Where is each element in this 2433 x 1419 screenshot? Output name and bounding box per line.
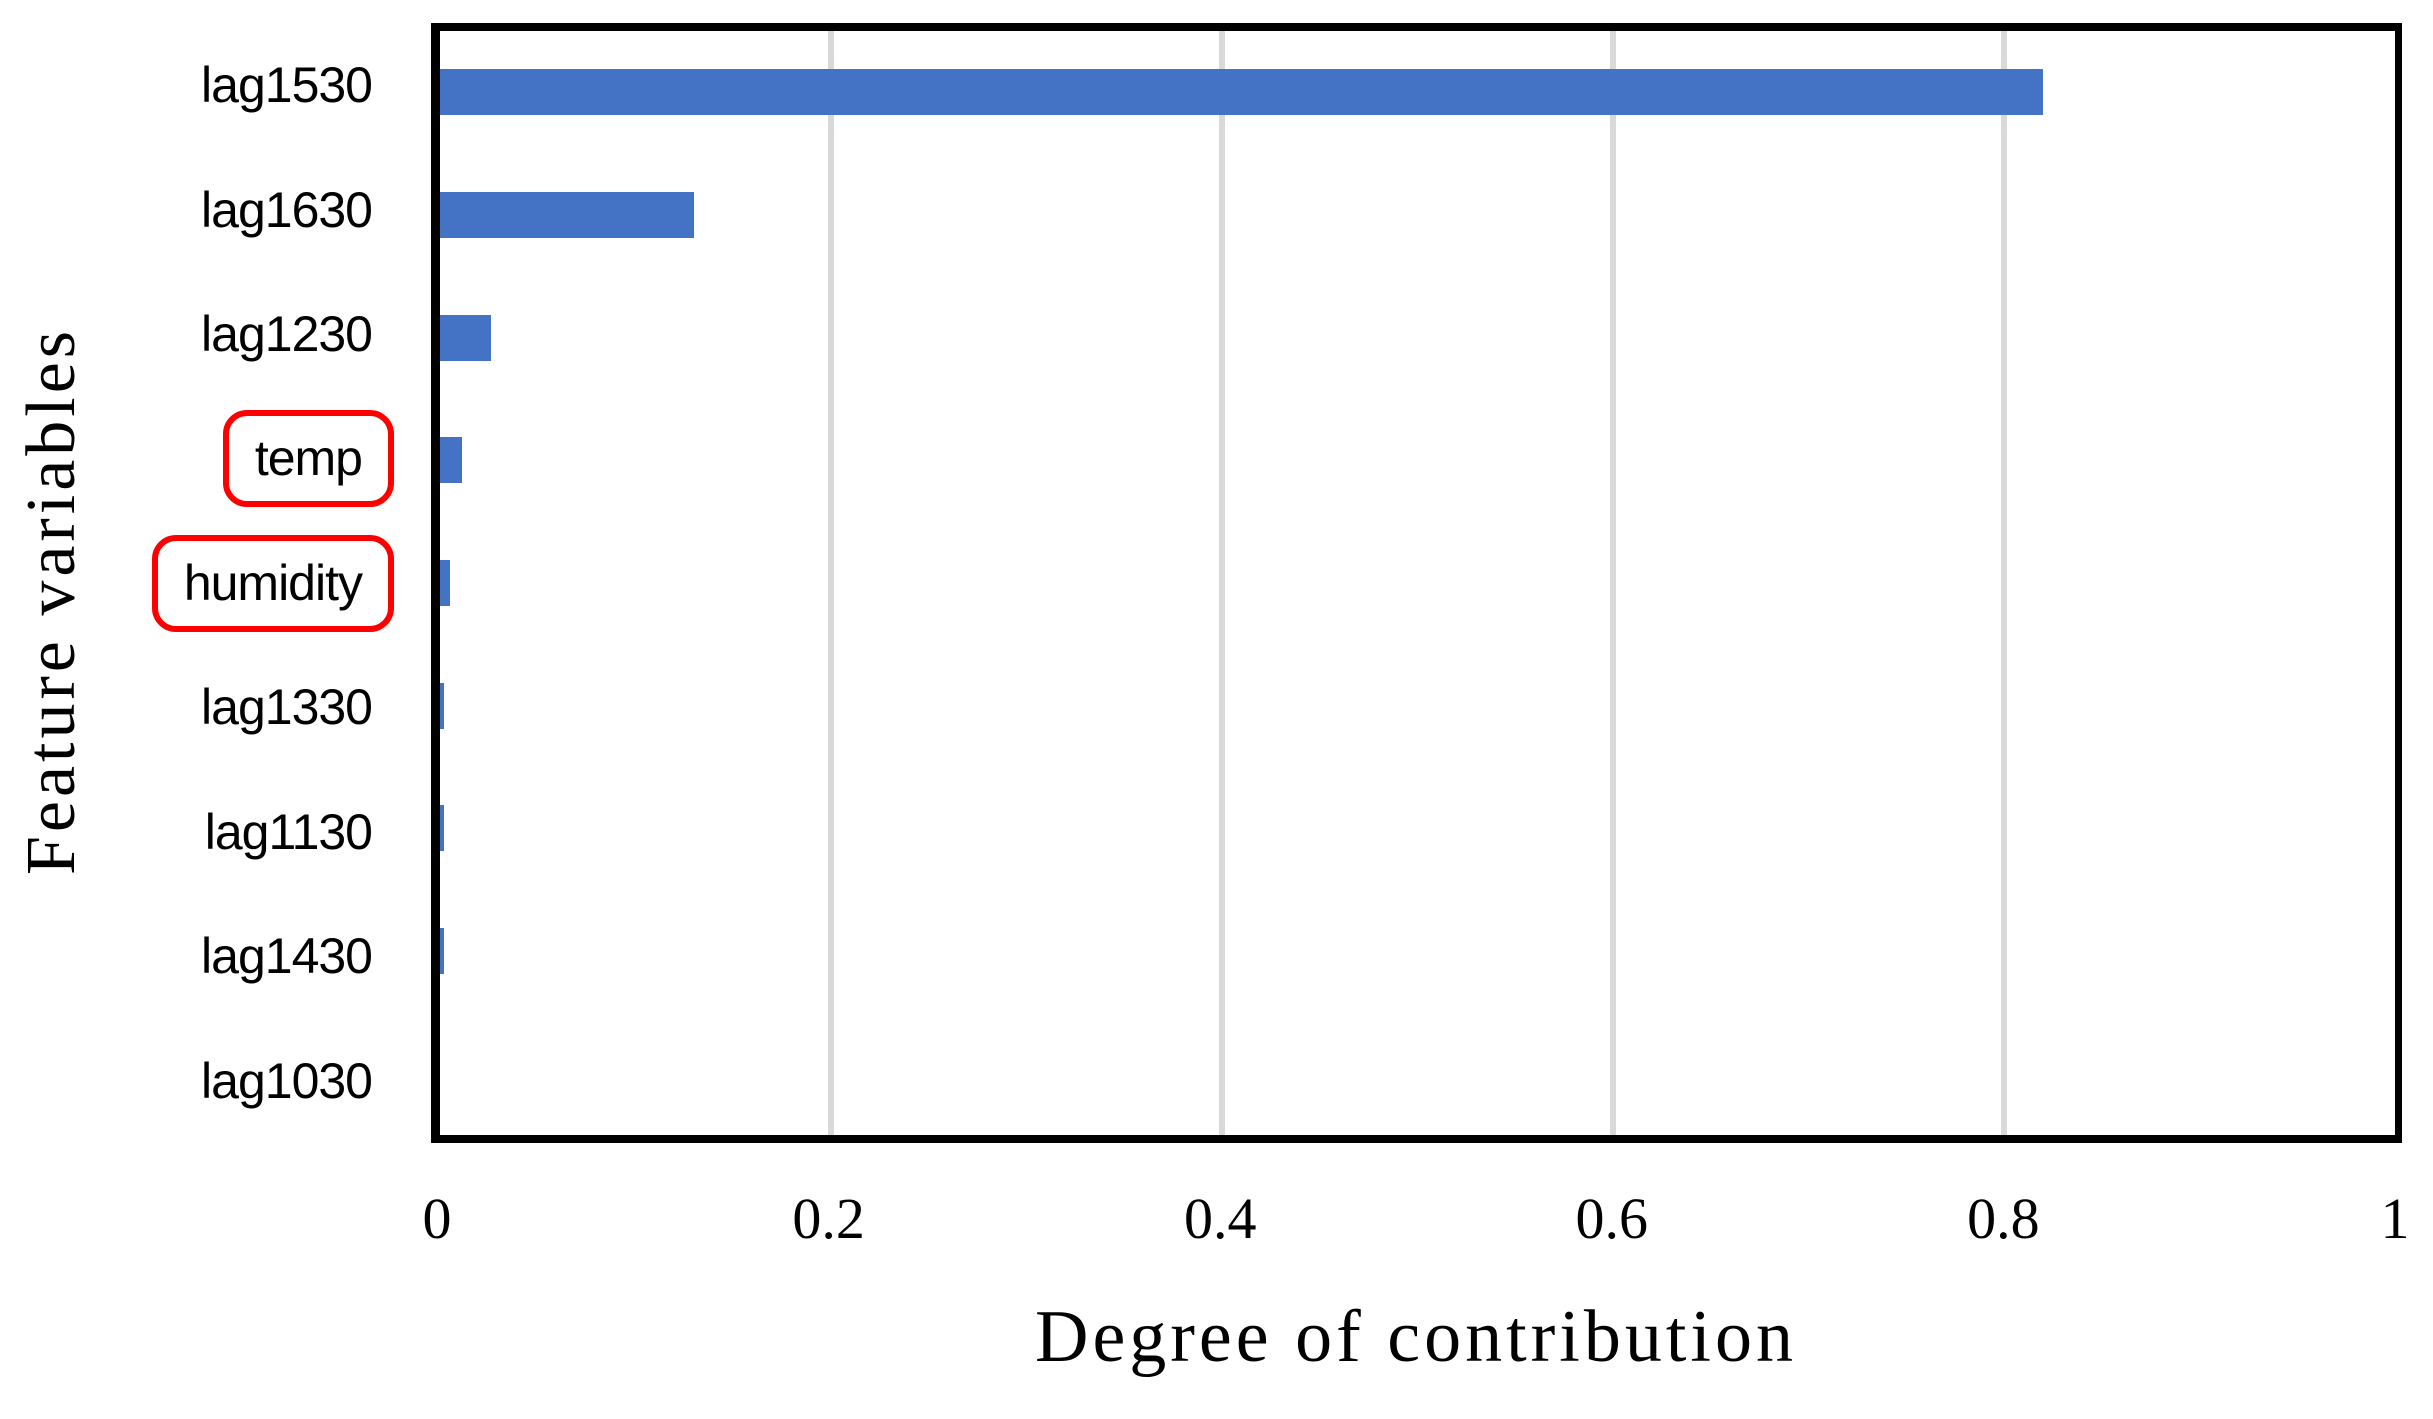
x-tick-label-0.8: 0.8 xyxy=(1967,1186,2040,1251)
category-label-humidity: humidity xyxy=(0,527,402,639)
category-label-lag1530: lag1530 xyxy=(201,57,373,114)
gridline xyxy=(828,31,834,1135)
bar-lag1430 xyxy=(440,928,444,974)
x-tick-label-0.6: 0.6 xyxy=(1575,1186,1649,1251)
category-label-lag1330: lag1330 xyxy=(201,679,373,736)
bar-lag1130 xyxy=(440,805,444,852)
x-tick-labels: 0 0.2 0.4 0.6 0.8 1 xyxy=(423,1185,2410,1255)
category-label-lag1130: lag1130 xyxy=(204,803,373,860)
x-tick-label-0.4: 0.4 xyxy=(1183,1186,1257,1251)
bar-lag1230 xyxy=(440,314,491,361)
plot-inner xyxy=(440,31,2395,1135)
x-tick-label-0: 0 xyxy=(422,1186,452,1251)
plot-area xyxy=(431,23,2402,1143)
gridline xyxy=(1610,31,1616,1135)
bar-lag1630 xyxy=(440,191,695,238)
bar-humidity xyxy=(440,560,450,606)
gridline xyxy=(2001,31,2007,1135)
category-label-lag1230: lag1230 xyxy=(201,306,373,363)
x-axis-title: Degree of contribution xyxy=(1035,1296,1797,1378)
category-label-lag1030: lag1030 xyxy=(201,1052,373,1109)
category-label-lag1630: lag1630 xyxy=(201,181,373,238)
category-labels: lag1530 lag1630 lag1230 temp humidity lag1330… xyxy=(0,23,402,1143)
highlight-box-humidity: humidity xyxy=(151,534,394,632)
category-label-temp: temp xyxy=(0,403,402,515)
bar-lag1330 xyxy=(440,682,444,729)
x-tick-label-1: 1 xyxy=(2380,1186,2410,1251)
bar-lag1530 xyxy=(440,69,2044,116)
gridline xyxy=(1219,31,1225,1135)
bar-temp xyxy=(440,437,462,484)
category-label-lag1430: lag1430 xyxy=(201,928,373,985)
highlight-box-temp: temp xyxy=(222,410,394,508)
x-tick-label-0.2: 0.2 xyxy=(792,1186,865,1251)
